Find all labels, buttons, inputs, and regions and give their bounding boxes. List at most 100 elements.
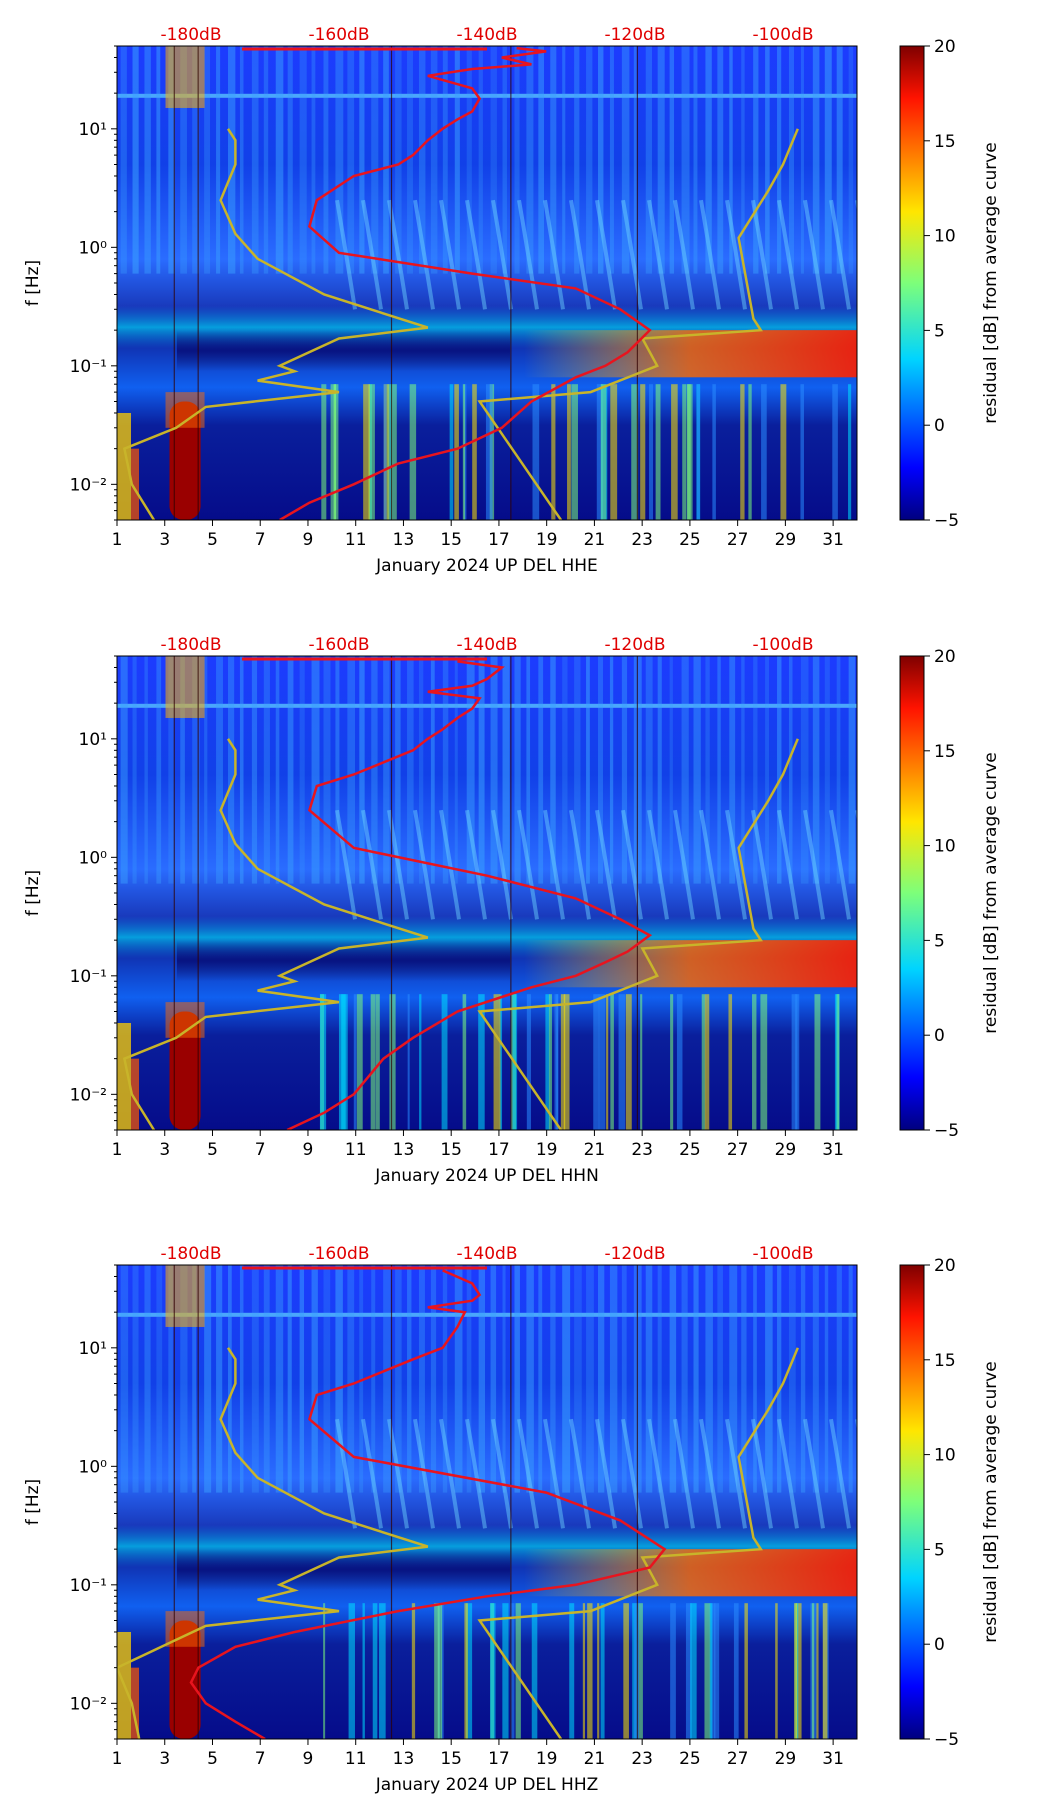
x-tick-label: 27 (727, 530, 749, 550)
average-psd-curve (189, 1269, 667, 1739)
y-tick-label: 10⁻² (70, 475, 107, 495)
colorbar-tick-label: 5 (934, 1540, 945, 1560)
colorbar-tick-label: 0 (934, 416, 945, 436)
x-tick-label: 21 (584, 530, 606, 550)
x-axis-label: January 2024 UP DEL HHN (374, 1166, 599, 1186)
x-tick-label: 23 (631, 1749, 653, 1769)
colorbar-label: residual [dB] from average curve (981, 1361, 1001, 1642)
x-tick-label: 19 (536, 1749, 558, 1769)
x-tick-label: 17 (488, 530, 510, 550)
x-tick-label: 3 (159, 1749, 170, 1769)
average-psd-curve (279, 46, 652, 520)
top-db-label: -180dB (160, 635, 221, 655)
x-tick-label: 11 (345, 1140, 367, 1160)
colorbar-tick-label: 0 (934, 1635, 945, 1655)
heatmap (117, 1265, 857, 1739)
top-db-label: -100dB (752, 1244, 813, 1264)
y-tick-label: 10⁰ (79, 238, 108, 258)
x-tick-label: 31 (822, 530, 844, 550)
x-tick-label: 29 (775, 530, 797, 550)
x-tick-label: 3 (159, 530, 170, 550)
y-tick-label: 10⁻¹ (70, 1576, 107, 1596)
colorbar: −5 0 5 10 15 20 residual [dB] from average cur… (899, 647, 1001, 1141)
colorbar-tick-label: 10 (934, 837, 956, 857)
average-psd-curve (286, 660, 653, 1130)
top-db-label: -180dB (160, 1244, 221, 1264)
colorbar: −5 0 5 10 15 20 residual [dB] from average cur… (899, 37, 1001, 531)
x-tick-label: 1 (112, 530, 123, 550)
colorbar-tick-label: 10 (934, 227, 956, 247)
y-axis-label: f [Hz] (23, 260, 43, 306)
x-tick-label: 15 (440, 1749, 462, 1769)
x-tick-label: 31 (822, 1749, 844, 1769)
top-db-label: -160dB (308, 635, 369, 655)
heatmap (117, 46, 857, 520)
x-tick-label: 7 (255, 1140, 266, 1160)
colorbar-label: residual [dB] from average curve (981, 142, 1001, 423)
x-tick-label: 7 (255, 1749, 266, 1769)
top-db-label: -120dB (604, 635, 665, 655)
x-tick-label: 25 (679, 530, 701, 550)
colorbar-tick-label: 20 (934, 647, 956, 667)
y-tick-label: 10⁻¹ (70, 357, 107, 377)
x-tick-label: 5 (207, 1749, 218, 1769)
top-db-label: -180dB (160, 25, 221, 45)
x-tick-label: 13 (393, 530, 415, 550)
noise-model-low-curve (117, 1347, 429, 1739)
x-tick-label: 1 (112, 1749, 123, 1769)
x-tick-label: 9 (303, 530, 314, 550)
x-tick-label: 25 (679, 1140, 701, 1160)
colorbar-tick-label: 15 (934, 742, 956, 762)
x-tick-label: 29 (775, 1749, 797, 1769)
colorbar-tick-label: −5 (934, 511, 959, 531)
x-tick-label: 1 (112, 1140, 123, 1160)
noise-model-high-curve (477, 1347, 799, 1739)
x-tick-label: 7 (255, 530, 266, 550)
x-tick-label: 25 (679, 1749, 701, 1769)
top-db-label: -160dB (308, 1244, 369, 1264)
x-tick-label: 15 (440, 530, 462, 550)
y-tick-label: 10⁰ (79, 848, 108, 868)
colorbar-tick-label: 15 (934, 1351, 956, 1371)
y-tick-label: 10¹ (79, 1339, 107, 1359)
y-tick-label: 10¹ (79, 730, 107, 750)
x-tick-label: 15 (440, 1140, 462, 1160)
heatmap (117, 656, 857, 1130)
colorbar-tick-label: 20 (934, 37, 956, 57)
x-tick-label: 23 (631, 530, 653, 550)
x-tick-label: 29 (775, 1140, 797, 1160)
colorbar-tick-label: −5 (934, 1121, 959, 1141)
top-db-label: -140dB (456, 1244, 517, 1264)
y-tick-label: 10⁻¹ (70, 967, 107, 987)
colorbar-tick-label: 10 (934, 1446, 956, 1466)
x-tick-label: 19 (536, 530, 558, 550)
x-tick-label: 9 (303, 1140, 314, 1160)
x-tick-label: 31 (822, 1140, 844, 1160)
noise-model-high-curve (477, 738, 799, 1130)
x-tick-label: 9 (303, 1749, 314, 1769)
x-tick-label: 17 (488, 1140, 510, 1160)
x-tick-label: 21 (584, 1140, 606, 1160)
x-tick-label: 23 (631, 1140, 653, 1160)
colorbar-label: residual [dB] from average curve (981, 752, 1001, 1033)
x-tick-label: 19 (536, 1140, 558, 1160)
top-db-label: -140dB (456, 25, 517, 45)
top-db-label: -120dB (604, 1244, 665, 1264)
x-tick-label: 13 (393, 1140, 415, 1160)
top-db-label: -140dB (456, 635, 517, 655)
noise-model-low-curve (122, 738, 429, 1130)
colorbar-tick-label: 5 (934, 931, 945, 951)
x-tick-label: 21 (584, 1749, 606, 1769)
colorbar-tick-label: −5 (934, 1730, 959, 1750)
y-tick-label: 10⁻² (70, 1694, 107, 1714)
x-axis-label: January 2024 UP DEL HHE (375, 556, 598, 576)
top-db-label: -120dB (604, 25, 665, 45)
x-tick-label: 27 (727, 1140, 749, 1160)
x-tick-label: 27 (727, 1749, 749, 1769)
y-axis-label: f [Hz] (23, 870, 43, 916)
